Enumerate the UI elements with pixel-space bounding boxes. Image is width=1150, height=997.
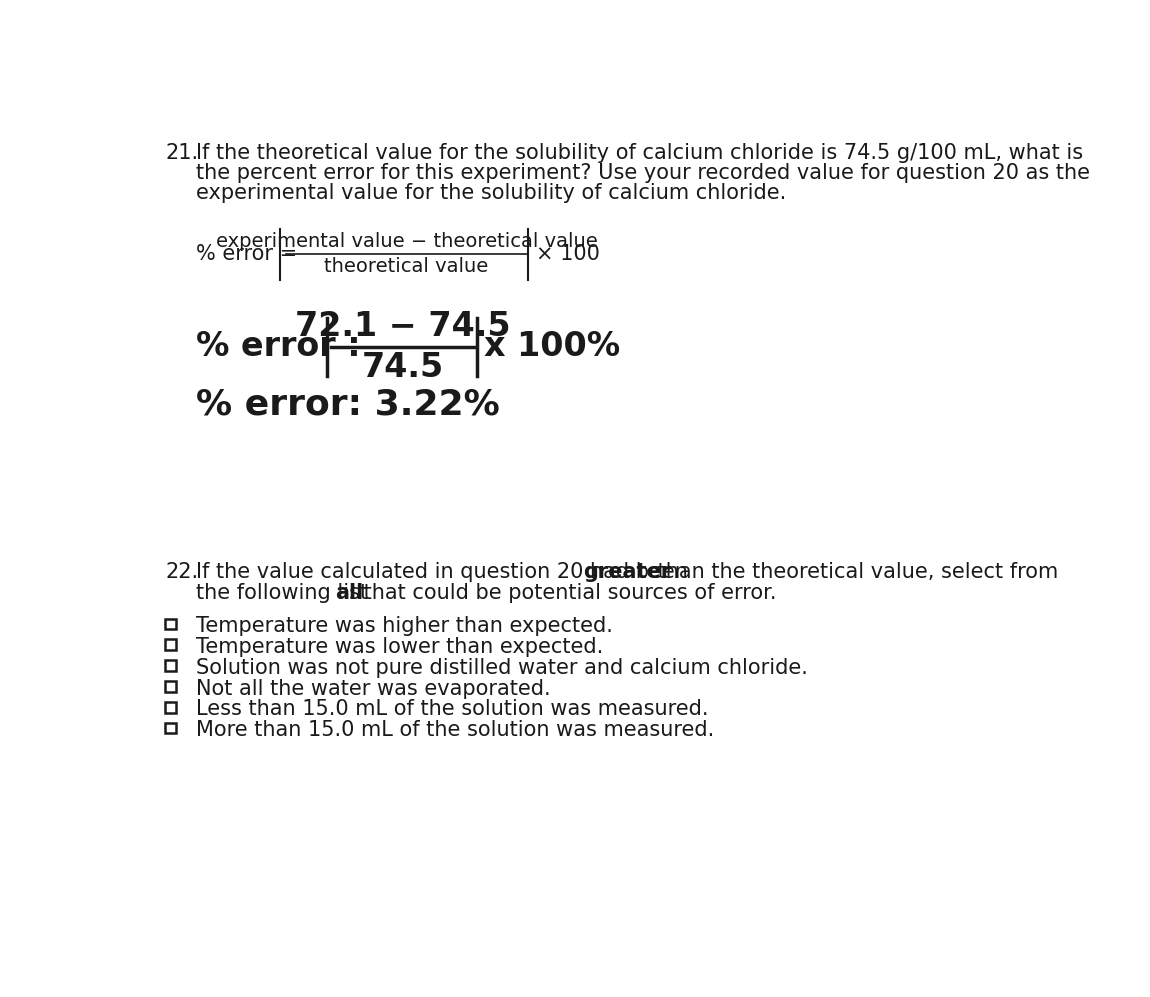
Text: x 100%: x 100%: [484, 330, 621, 363]
Text: all: all: [335, 583, 363, 603]
Bar: [166, 618, 176, 629]
Text: Solution was not pure distilled water and calcium chloride.: Solution was not pure distilled water an…: [197, 658, 808, 678]
Text: 21.: 21.: [166, 143, 199, 163]
Text: experimental value − theoretical value: experimental value − theoretical value: [215, 232, 597, 251]
Bar: [166, 639, 176, 650]
Bar: [166, 681, 176, 692]
Text: % error: 3.22%: % error: 3.22%: [197, 388, 500, 422]
Text: greater: greater: [583, 562, 670, 582]
Text: 72.1 − 74.5: 72.1 − 74.5: [294, 310, 511, 343]
Text: Less than 15.0 mL of the solution was measured.: Less than 15.0 mL of the solution was me…: [197, 700, 708, 720]
Text: % error :: % error :: [197, 330, 361, 363]
Text: More than 15.0 mL of the solution was measured.: More than 15.0 mL of the solution was me…: [197, 720, 714, 740]
Text: theoretical value: theoretical value: [324, 257, 489, 276]
Text: If the theoretical value for the solubility of calcium chloride is 74.5 g/100 mL: If the theoretical value for the solubil…: [197, 143, 1083, 163]
Text: If the value calculated in question 20 had been: If the value calculated in question 20 h…: [197, 562, 695, 582]
Text: Temperature was lower than expected.: Temperature was lower than expected.: [197, 637, 604, 657]
Text: × 100: × 100: [536, 244, 599, 264]
Text: Not all the water was evaporated.: Not all the water was evaporated.: [197, 679, 551, 699]
Text: 22.: 22.: [166, 562, 199, 582]
Text: Temperature was higher than expected.: Temperature was higher than expected.: [197, 616, 613, 636]
Bar: [166, 723, 176, 734]
Text: % error =: % error =: [197, 244, 305, 264]
Text: that could be potential sources of error.: that could be potential sources of error…: [356, 583, 776, 603]
Text: experimental value for the solubility of calcium chloride.: experimental value for the solubility of…: [197, 182, 787, 202]
Text: the percent error for this experiment? Use your recorded value for question 20 a: the percent error for this experiment? U…: [197, 163, 1090, 182]
Text: 74.5: 74.5: [361, 351, 444, 384]
Bar: [166, 702, 176, 713]
Bar: [166, 660, 176, 671]
Text: than the theoretical value, select from: than the theoretical value, select from: [651, 562, 1058, 582]
Text: the following list: the following list: [197, 583, 375, 603]
